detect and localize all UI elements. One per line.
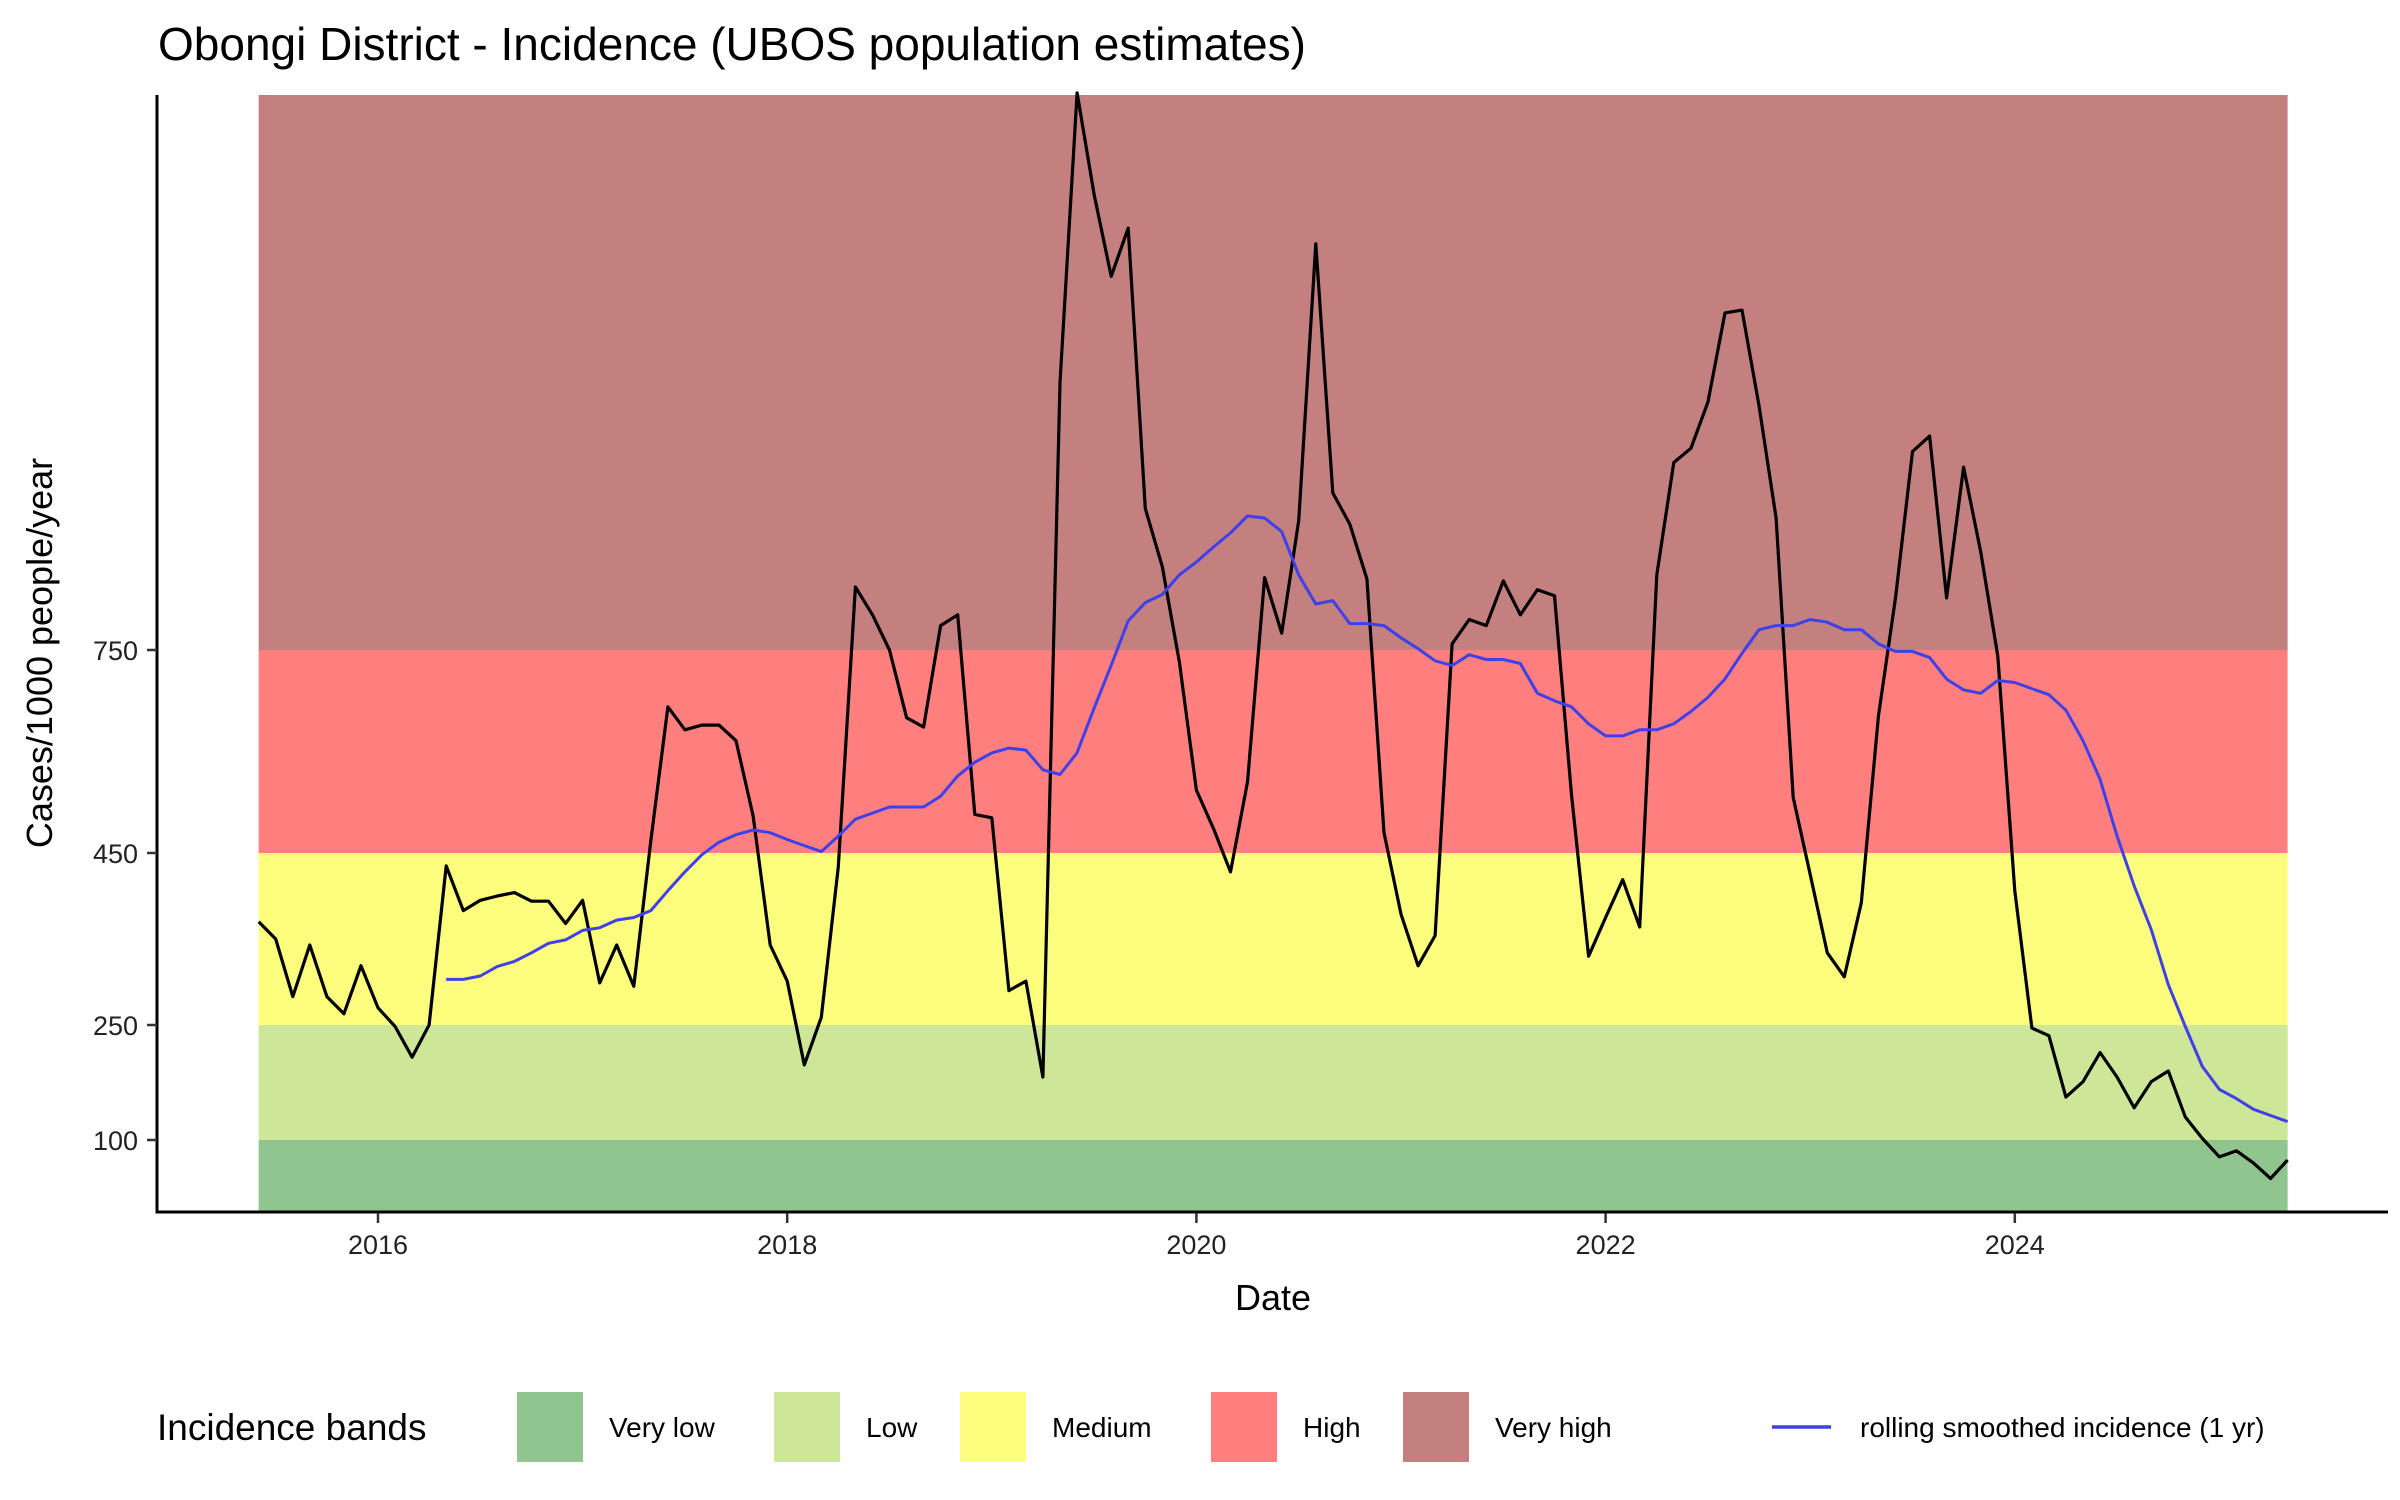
x-tick-label: 2022 <box>1576 1230 1636 1260</box>
band-high <box>258 650 2288 853</box>
legend: Incidence bands Very low Low Medium High Ver… <box>157 1392 2265 1462</box>
legend-swatch-low <box>774 1392 840 1462</box>
axes <box>155 95 2388 1214</box>
band-medium <box>258 853 2288 1025</box>
legend-label-very-high: Very high <box>1495 1412 1612 1443</box>
y-tick-label: 250 <box>93 1011 138 1041</box>
legend-label-low: Low <box>866 1412 918 1443</box>
legend-swatch-high <box>1211 1392 1277 1462</box>
legend-label-high: High <box>1303 1412 1361 1443</box>
x-tick-label: 2024 <box>1985 1230 2045 1260</box>
legend-label-rolling-smoothed: rolling smoothed incidence (1 yr) <box>1860 1412 2265 1443</box>
y-tick-label: 750 <box>93 636 138 666</box>
y-tick-label: 450 <box>93 839 138 869</box>
legend-swatch-very-low <box>517 1392 583 1462</box>
y-axis-ticks: 100 250 450 750 <box>93 636 157 1156</box>
x-axis-ticks: 2016 2018 2020 2022 2024 <box>348 1213 2045 1260</box>
band-very-low <box>258 1140 2288 1211</box>
rolling-smoothed-line <box>446 514 2289 1124</box>
legend-swatch-medium <box>960 1392 1026 1462</box>
x-tick-label: 2018 <box>757 1230 817 1260</box>
incidence-line <box>257 91 2289 1181</box>
data-lines <box>257 91 2289 1181</box>
x-tick-label: 2020 <box>1166 1230 1226 1260</box>
legend-label-medium: Medium <box>1052 1412 1152 1443</box>
incidence-bands <box>258 95 2288 1211</box>
band-very-high <box>258 95 2288 650</box>
x-axis-title: Date <box>1235 1277 1311 1318</box>
y-axis-title: Cases/1000 people/year <box>19 458 60 848</box>
legend-title: Incidence bands <box>157 1407 426 1448</box>
legend-swatch-very-high <box>1403 1392 1469 1462</box>
chart-title: Obongi District - Incidence (UBOS popula… <box>158 18 1306 70</box>
band-low <box>258 1025 2288 1140</box>
x-tick-label: 2016 <box>348 1230 408 1260</box>
y-tick-label: 100 <box>93 1126 138 1156</box>
legend-label-very-low: Very low <box>609 1412 716 1443</box>
